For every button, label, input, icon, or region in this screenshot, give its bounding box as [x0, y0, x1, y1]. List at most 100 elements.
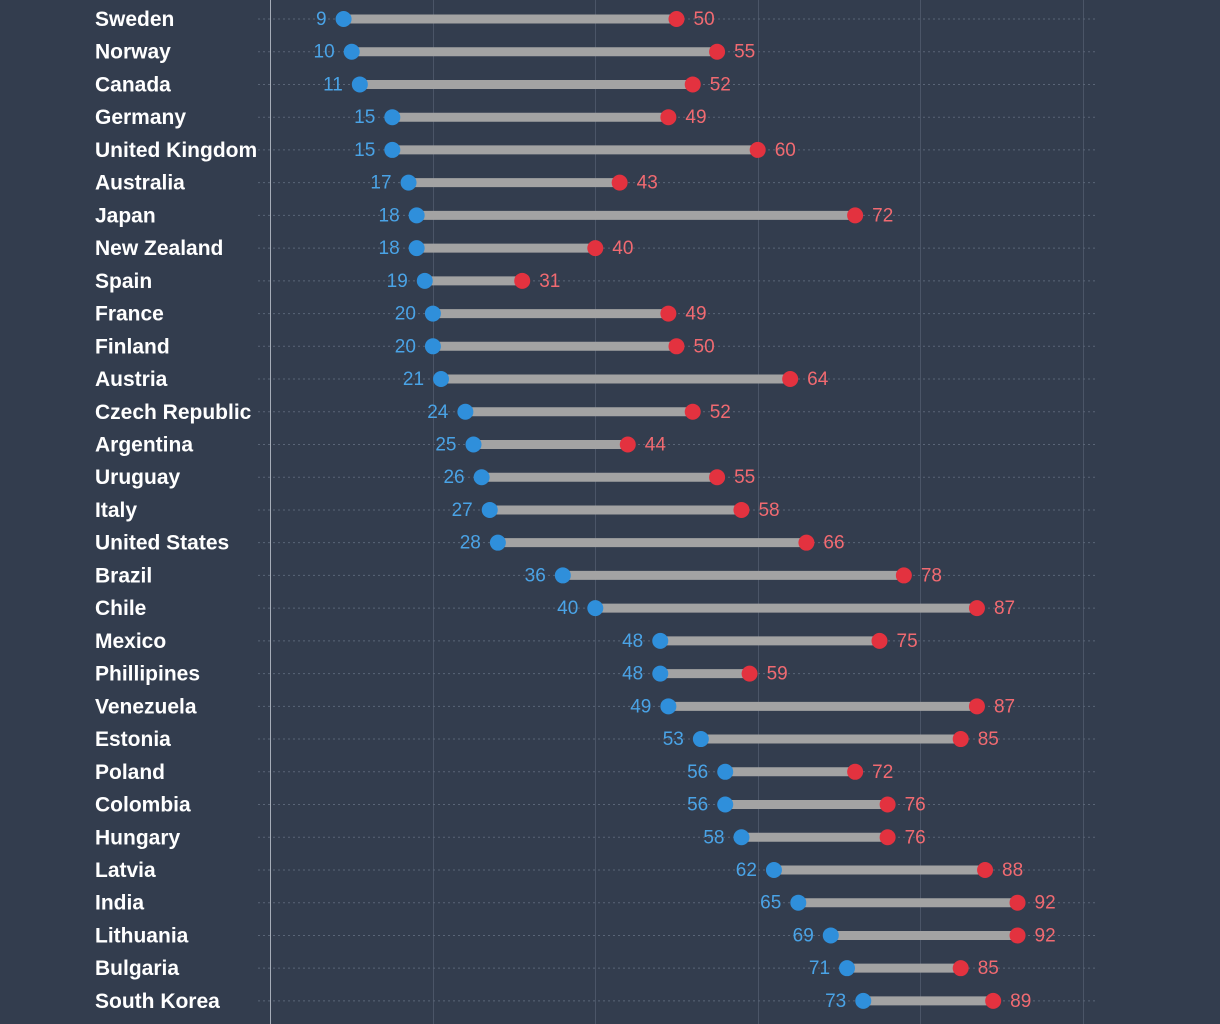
start-point	[473, 469, 490, 486]
country-label: Japan	[95, 204, 156, 227]
end-point	[619, 436, 636, 453]
start-point	[433, 371, 450, 388]
end-point	[1009, 927, 1026, 944]
end-value-label: 66	[823, 533, 844, 554]
end-point	[879, 829, 896, 846]
row-czech-republic: Czech Republic 24 52	[95, 401, 1095, 424]
start-value-label: 48	[622, 664, 643, 685]
end-point	[709, 43, 726, 60]
start-point	[839, 960, 856, 977]
end-value-label: 78	[921, 565, 942, 586]
start-value-label: 18	[379, 205, 400, 226]
start-point	[652, 632, 669, 649]
end-value-label: 85	[978, 729, 999, 750]
end-point	[668, 11, 685, 27]
end-point	[660, 109, 677, 126]
end-point	[1009, 894, 1026, 911]
start-point	[717, 763, 734, 780]
row-united-kingdom: United Kingdom 15 60	[95, 139, 1095, 162]
end-value-label: 88	[1002, 860, 1023, 881]
row-australia: Australia 17 43	[95, 172, 1095, 195]
start-point	[384, 109, 401, 126]
start-point	[351, 76, 368, 93]
end-value-label: 87	[994, 598, 1015, 619]
end-point	[749, 141, 766, 158]
start-value-label: 69	[793, 925, 814, 946]
end-point	[847, 763, 864, 780]
start-value-label: 27	[452, 500, 473, 521]
start-value-label: 24	[427, 402, 449, 423]
country-label: Norway	[95, 41, 171, 64]
country-label: Colombia	[95, 794, 191, 817]
country-label: France	[95, 303, 164, 326]
start-value-label: 10	[314, 42, 335, 63]
start-point	[465, 436, 482, 453]
end-point	[879, 796, 896, 813]
country-label: South Korea	[95, 990, 220, 1013]
row-austria: Austria 21 64	[95, 368, 1095, 391]
end-point	[847, 207, 864, 224]
start-value-label: 21	[403, 369, 424, 390]
row-latvia: Latvia 62 88	[95, 859, 1095, 882]
end-point	[611, 174, 628, 191]
start-value-label: 56	[687, 795, 708, 816]
country-label: New Zealand	[95, 237, 223, 260]
country-label: Estonia	[95, 728, 171, 751]
start-point	[408, 240, 425, 257]
start-point	[400, 174, 417, 191]
end-point	[985, 992, 1002, 1009]
end-value-label: 92	[1035, 925, 1056, 946]
country-label: Hungary	[95, 826, 181, 849]
end-value-label: 76	[905, 795, 926, 816]
start-value-label: 49	[630, 696, 651, 717]
end-point	[660, 305, 677, 322]
start-value-label: 28	[460, 533, 481, 554]
row-phillipines: Phillipines 48 59	[95, 663, 1095, 686]
end-point	[684, 76, 701, 93]
start-point	[343, 43, 360, 60]
end-value-label: 52	[710, 74, 731, 95]
end-value-label: 50	[694, 336, 715, 357]
start-value-label: 62	[736, 860, 757, 881]
country-label: United Kingdom	[95, 139, 257, 162]
start-point	[587, 600, 604, 617]
start-point	[554, 567, 571, 584]
end-point	[733, 501, 750, 518]
country-label: Spain	[95, 270, 152, 293]
end-value-label: 40	[612, 238, 633, 259]
start-point	[733, 829, 750, 846]
start-value-label: 36	[525, 565, 546, 586]
country-label: Uruguay	[95, 466, 181, 489]
country-label: Sweden	[95, 8, 174, 31]
end-value-label: 58	[758, 500, 779, 521]
country-label: Italy	[95, 499, 137, 522]
end-value-label: 75	[897, 631, 918, 652]
start-point	[652, 665, 669, 682]
end-value-label: 50	[694, 9, 715, 30]
end-point	[968, 698, 985, 715]
start-point	[408, 207, 425, 224]
row-hungary: Hungary 58 76	[95, 826, 1095, 849]
start-value-label: 11	[323, 74, 343, 95]
start-value-label: 40	[557, 598, 578, 619]
end-value-label: 89	[1010, 991, 1031, 1012]
end-value-label: 55	[734, 467, 755, 488]
row-south-korea: South Korea 73 89	[95, 990, 1095, 1013]
end-value-label: 52	[710, 402, 731, 423]
row-brazil: Brazil 36 78	[95, 564, 1095, 587]
start-value-label: 73	[825, 991, 846, 1012]
end-value-label: 72	[872, 205, 893, 226]
start-value-label: 65	[760, 893, 781, 914]
row-estonia: Estonia 53 85	[95, 728, 1095, 751]
row-uruguay: Uruguay 26 55	[95, 466, 1095, 489]
row-poland: Poland 56 72	[95, 761, 1095, 784]
start-value-label: 19	[387, 271, 408, 292]
end-value-label: 44	[645, 434, 667, 455]
chart-rows: Sweden 9 50 Norway 10 55 Canada 11 52 Germany 15 49…	[95, 8, 1095, 1013]
start-point	[790, 894, 807, 911]
start-value-label: 18	[379, 238, 400, 259]
row-colombia: Colombia 56 76	[95, 794, 1095, 817]
start-value-label: 48	[622, 631, 643, 652]
end-point	[798, 534, 815, 551]
end-value-label: 59	[767, 664, 788, 685]
